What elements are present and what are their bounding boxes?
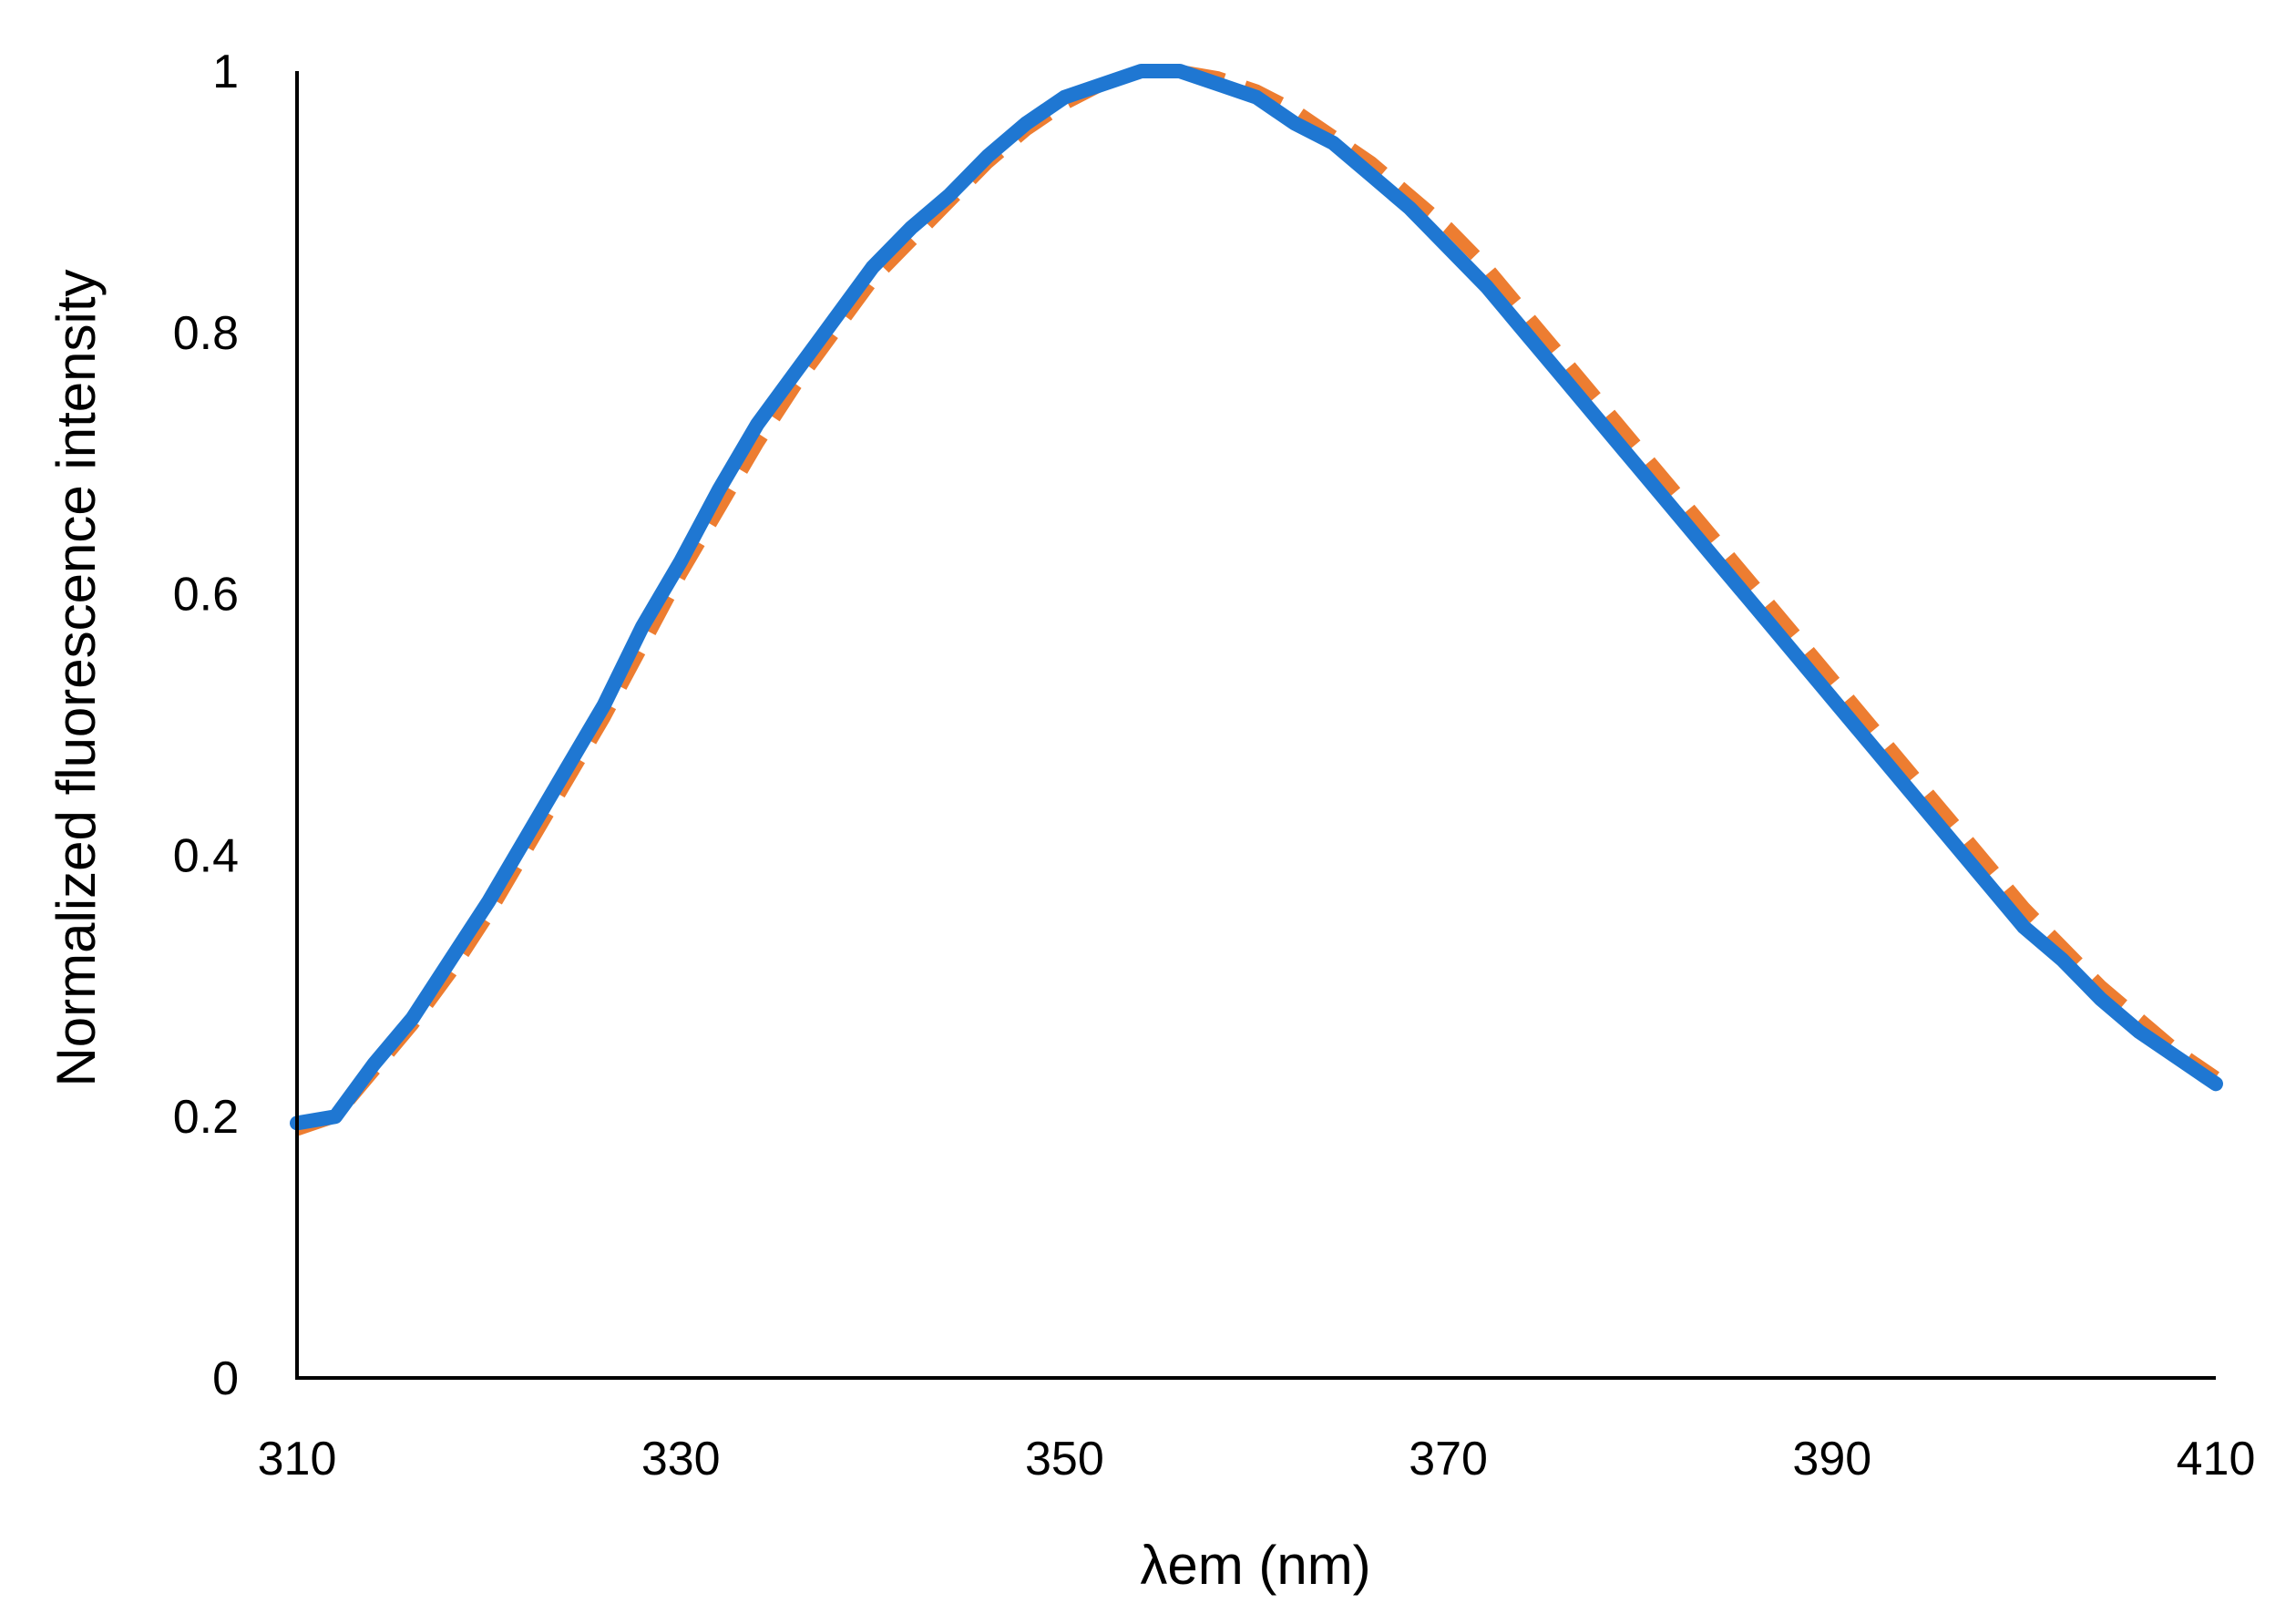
y-tick-label: 1	[212, 46, 239, 98]
x-tick-label: 410	[2177, 1433, 2256, 1485]
x-tick-label: 350	[1025, 1433, 1104, 1485]
y-tick-label: 0.8	[173, 307, 239, 360]
series-layer	[290, 64, 2223, 1136]
y-tick-label: 0	[212, 1352, 239, 1405]
x-tick-label: 310	[258, 1433, 337, 1485]
x-tick-label: 330	[641, 1433, 721, 1485]
series-line-solid	[290, 64, 2223, 1131]
x-tick-label: 390	[1792, 1433, 1871, 1485]
x-tick-labels: 310 330 350 370 390 410	[258, 1433, 2256, 1485]
y-tick-label: 0.6	[173, 569, 239, 622]
y-tick-labels: 0 0.2 0.4 0.6 0.8 1	[173, 46, 239, 1405]
series-line-dashed	[294, 65, 2219, 1136]
x-tick-label: 370	[1409, 1433, 1488, 1485]
x-axis-title: λem (nm)	[1140, 1535, 1370, 1596]
y-tick-label: 0.4	[173, 829, 239, 882]
y-axis-title: Normalized fluorescence intensity	[46, 269, 107, 1086]
y-tick-label: 0.2	[173, 1091, 239, 1144]
